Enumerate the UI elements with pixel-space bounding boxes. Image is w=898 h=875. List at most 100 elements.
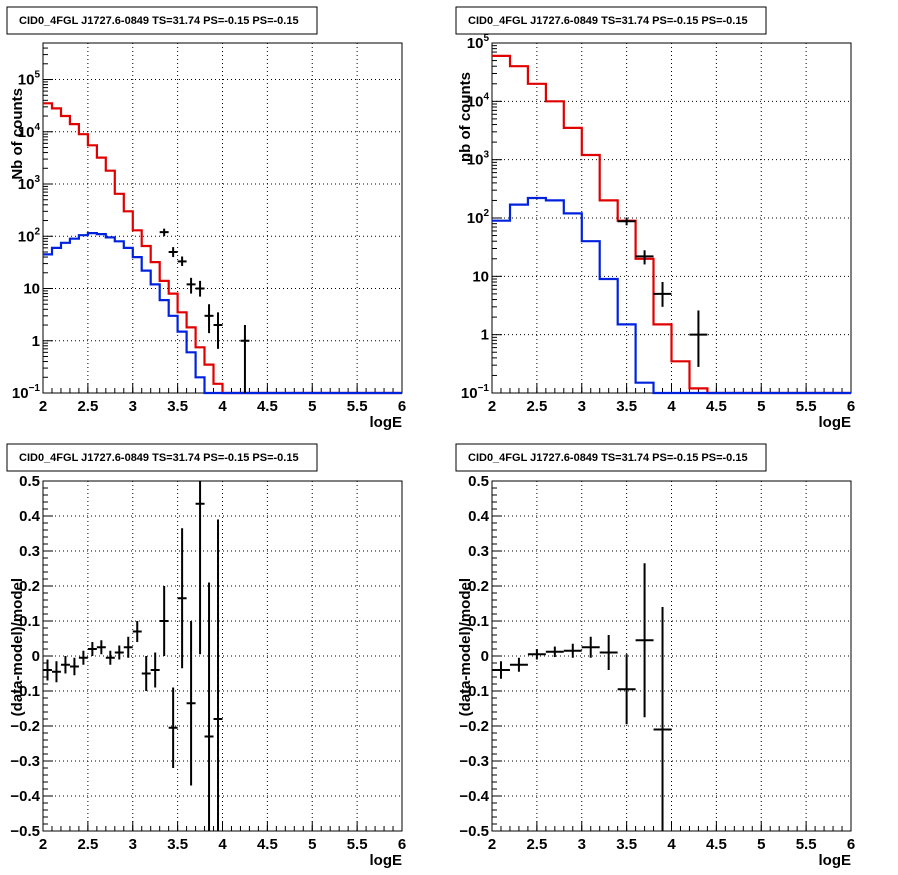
data-point: [114, 645, 124, 660]
data-point: [195, 280, 205, 297]
x-axis-label: logE: [370, 414, 403, 431]
x-tick-label: 5.5: [796, 398, 817, 415]
y-tick-label: −0.5: [459, 823, 489, 840]
x-tick-label: 5: [308, 398, 316, 415]
y-tick-label: 10: [23, 281, 40, 298]
data-point: [159, 586, 169, 656]
data-point: [653, 281, 672, 307]
y-tick-label: 10: [472, 268, 489, 285]
series-source-histogram: [492, 196, 851, 395]
data-point: [177, 256, 187, 266]
y-tick-label: 0.5: [19, 473, 40, 490]
title-box: [455, 6, 767, 35]
x-tick-label: 5.5: [796, 836, 817, 853]
y-axis-label: (data-model)/model: [457, 578, 474, 716]
y-axis-label: Nb of counts: [9, 88, 26, 180]
x-tick-label: 3: [578, 836, 586, 853]
y-tick-label: −0.2: [10, 718, 40, 735]
y-tick-label: 102: [467, 208, 490, 227]
data-point: [240, 325, 250, 393]
x-axis-label: logE: [370, 852, 403, 869]
y-tick-label: 102: [18, 226, 41, 245]
chart-title: CID0_4FGL J1727.6-0849 TS=31.74 PS=-0.15…: [19, 452, 299, 464]
x-tick-label: 5.5: [347, 398, 368, 415]
x-tick-label: 6: [398, 836, 406, 853]
y-axis-label: nb of counts: [457, 72, 474, 162]
data-point: [195, 481, 205, 655]
plot-panel-1: CID0_4FGL J1727.6-0849 TS=31.74 PS=-0.15…: [6, 6, 406, 431]
x-tick-label: 3.5: [167, 398, 188, 415]
data-point: [599, 635, 618, 670]
data-point: [213, 519, 223, 831]
data-point: [635, 250, 654, 265]
x-tick-label: 6: [398, 398, 406, 415]
x-tick-label: 4: [218, 398, 227, 415]
y-tick-label: 0.4: [19, 508, 41, 525]
data-point: [132, 621, 142, 642]
y-tick-label: −0.3: [459, 753, 489, 770]
data-point: [78, 650, 88, 665]
x-tick-label: 4.5: [257, 836, 278, 853]
title-box: [455, 443, 767, 472]
y-tick-label: 10−1: [461, 383, 490, 402]
y-tick-label: 0.1: [19, 613, 40, 630]
data-point: [545, 646, 564, 658]
y-tick-label: −0.1: [459, 683, 489, 700]
x-tick-label: 3.5: [616, 836, 637, 853]
y-tick-label: −0.2: [459, 718, 489, 735]
y-tick-label: −0.4: [10, 788, 40, 805]
y-tick-label: −0.5: [10, 823, 40, 840]
series-source-histogram: [43, 232, 402, 395]
x-tick-label: 4.5: [706, 398, 727, 415]
data-point: [653, 607, 672, 831]
x-tick-label: 3: [129, 836, 137, 853]
data-point: [69, 657, 79, 676]
chart-title: CID0_4FGL J1727.6-0849 TS=31.74 PS=-0.15…: [468, 15, 748, 27]
x-tick-label: 3.5: [167, 836, 188, 853]
data-point: [168, 247, 178, 258]
x-tick-label: 2.5: [77, 836, 98, 853]
data-point: [617, 217, 636, 226]
data-point: [141, 656, 151, 691]
x-tick-label: 2: [39, 836, 47, 853]
x-tick-label: 3.5: [616, 398, 637, 415]
x-tick-label: 4.5: [706, 836, 727, 853]
data-point: [43, 659, 52, 681]
series-model-histogram: [43, 102, 402, 395]
x-tick-label: 2.5: [526, 398, 547, 415]
x-tick-label: 5: [757, 398, 765, 415]
x-axis-label: logE: [819, 414, 852, 431]
plot-panel-4: CID0_4FGL J1727.6-0849 TS=31.74 PS=-0.15…: [455, 443, 855, 869]
data-point: [527, 649, 546, 660]
y-tick-label: 0.1: [468, 613, 489, 630]
x-tick-label: 6: [847, 398, 855, 415]
y-tick-label: 104: [18, 122, 41, 141]
y-tick-label: 0.3: [468, 543, 489, 560]
data-point: [177, 528, 187, 669]
x-tick-label: 2.5: [77, 398, 98, 415]
data-point: [186, 277, 196, 294]
x-tick-label: 3: [578, 398, 586, 415]
data-point: [51, 661, 61, 683]
data-point: [186, 621, 196, 786]
x-tick-label: 4: [667, 836, 676, 853]
data-point: [492, 661, 510, 679]
y-tick-label: 1: [32, 333, 40, 350]
y-tick-label: 0.4: [468, 508, 490, 525]
y-tick-label: 105: [467, 33, 490, 52]
x-tick-label: 4.5: [257, 398, 278, 415]
plot-panel-2: CID0_4FGL J1727.6-0849 TS=31.74 PS=-0.15…: [455, 6, 855, 431]
series-model-histogram: [492, 54, 851, 395]
y-tick-label: −0.3: [10, 753, 40, 770]
y-tick-label: 0: [32, 648, 40, 665]
y-axis-label: (data-model)/model: [9, 578, 26, 716]
y-tick-label: −0.4: [459, 788, 489, 805]
data-point: [689, 310, 708, 367]
y-tick-label: 0.5: [468, 473, 489, 490]
x-tick-label: 5: [308, 836, 316, 853]
y-tick-label: 103: [18, 174, 41, 193]
data-point: [87, 642, 97, 656]
data-point: [159, 228, 169, 237]
y-tick-label: 103: [467, 150, 490, 169]
chart-title: CID0_4FGL J1727.6-0849 TS=31.74 PS=-0.15…: [19, 15, 299, 27]
